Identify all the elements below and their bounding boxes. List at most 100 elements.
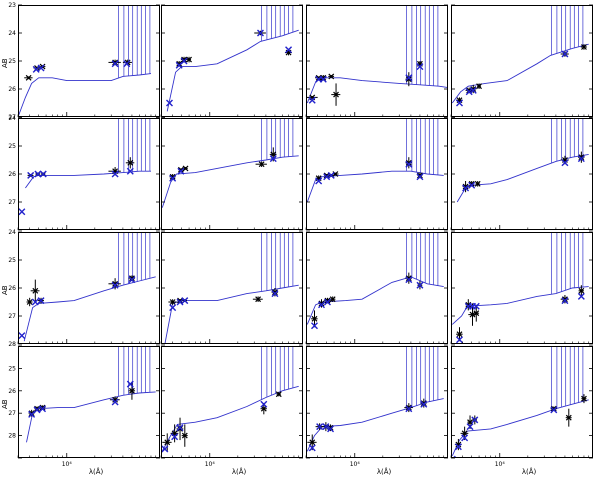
model-photometry-point — [37, 297, 45, 305]
model-photometry-point — [468, 181, 476, 189]
model-photometry-point — [111, 398, 119, 406]
y-tick-label: 24 — [8, 115, 16, 122]
model-photometry-point — [327, 171, 335, 179]
photometry-point — [252, 296, 263, 303]
model-photometry-point — [416, 63, 424, 71]
model-photometry-point — [39, 405, 47, 413]
sed-panel — [17, 4, 160, 118]
y-tick-label: 25 — [8, 143, 16, 150]
panel-frame — [18, 346, 160, 458]
model-photometry-point — [319, 75, 327, 83]
plot-area — [161, 346, 299, 454]
model-photometry-point — [323, 298, 331, 306]
sed-panel — [160, 345, 303, 459]
model-spectrum-line — [26, 391, 156, 443]
model-photometry-point — [472, 302, 480, 310]
model-photometry-point — [111, 170, 119, 178]
y-tick-label: 27 — [8, 410, 16, 417]
photometry-point — [26, 297, 33, 307]
model-spectrum-line — [306, 77, 448, 104]
plot-area — [451, 346, 589, 458]
model-photometry-point — [271, 290, 279, 298]
x-tick-label: 10⁴ — [495, 461, 506, 468]
model-spectrum-line — [456, 153, 589, 203]
model-photometry-point — [577, 292, 585, 300]
photometry-point — [181, 424, 188, 447]
y-tick-label: 27 — [8, 114, 16, 121]
model-spectrum-line — [306, 398, 444, 452]
panel-frame — [18, 5, 160, 117]
plot-area — [18, 5, 152, 117]
model-photometry-point — [577, 155, 585, 163]
sed-panel — [160, 4, 303, 118]
y-tick-label: 25 — [8, 365, 16, 372]
sed-panel — [305, 345, 448, 459]
y-tick-label: 28 — [8, 341, 16, 348]
model-photometry-point — [405, 160, 413, 168]
model-photometry-point — [327, 425, 335, 433]
model-photometry-point — [123, 60, 131, 68]
x-axis-label: λ(Å) — [522, 467, 537, 476]
photometry-point — [311, 310, 318, 328]
photometry-point — [108, 59, 121, 66]
model-photometry-point — [32, 65, 40, 73]
photometry-point — [329, 296, 336, 303]
plot-area — [306, 5, 448, 106]
model-photometry-point — [171, 433, 179, 441]
sed-panel — [17, 231, 160, 345]
photometry-point — [176, 417, 184, 441]
model-photometry-point — [322, 423, 330, 431]
y-tick-label: 26 — [8, 285, 16, 292]
panel-frame — [306, 346, 448, 458]
model-photometry-point — [416, 173, 424, 181]
model-photometry-point — [416, 281, 424, 289]
photometry-point — [306, 94, 318, 101]
model-spectrum-line — [451, 286, 589, 325]
y-axis-label: AB — [1, 399, 9, 409]
model-photometry-point — [111, 281, 119, 289]
sed-panel — [450, 4, 593, 118]
model-photometry-point — [455, 99, 463, 107]
sed-panel — [450, 231, 593, 345]
model-photometry-point — [465, 88, 473, 96]
sed-panel — [305, 4, 448, 118]
model-spectrum-line — [451, 399, 589, 456]
model-photometry-point — [256, 29, 264, 37]
sed-panel — [305, 231, 448, 345]
photometry-point — [275, 391, 282, 398]
model-photometry-point — [27, 171, 35, 179]
x-axis-label: λ(Å) — [377, 467, 392, 476]
model-photometry-point — [310, 322, 318, 330]
sed-panel — [17, 117, 160, 231]
model-spectrum-line — [451, 43, 589, 104]
y-tick-label: 25 — [8, 257, 16, 264]
model-photometry-point — [308, 444, 316, 452]
photometry-point — [186, 56, 192, 63]
model-photometry-point — [18, 208, 26, 216]
model-spectrum-line — [164, 284, 299, 344]
model-photometry-point — [33, 406, 41, 414]
photometry-point — [331, 83, 341, 106]
y-axis-label: AB — [1, 58, 9, 68]
model-photometry-point — [111, 60, 119, 68]
y-axis-label: AB — [1, 285, 9, 295]
panel-frame — [161, 346, 303, 458]
photometry-point — [580, 44, 587, 50]
model-photometry-point — [420, 400, 428, 408]
model-photometry-point — [169, 174, 177, 182]
plot-area — [26, 346, 156, 443]
photometry-point — [125, 157, 135, 169]
plot-area — [161, 118, 299, 208]
y-tick-label: 26 — [8, 388, 16, 395]
model-photometry-point — [405, 405, 413, 413]
model-photometry-point — [37, 64, 45, 72]
photometry-point — [24, 74, 33, 81]
panel-frame — [306, 232, 448, 344]
photometry-point — [255, 161, 267, 168]
model-photometry-point — [126, 167, 134, 175]
model-photometry-point — [177, 167, 185, 175]
photometry-point — [30, 279, 40, 302]
plot-area — [18, 232, 156, 342]
model-photometry-point — [318, 301, 326, 309]
